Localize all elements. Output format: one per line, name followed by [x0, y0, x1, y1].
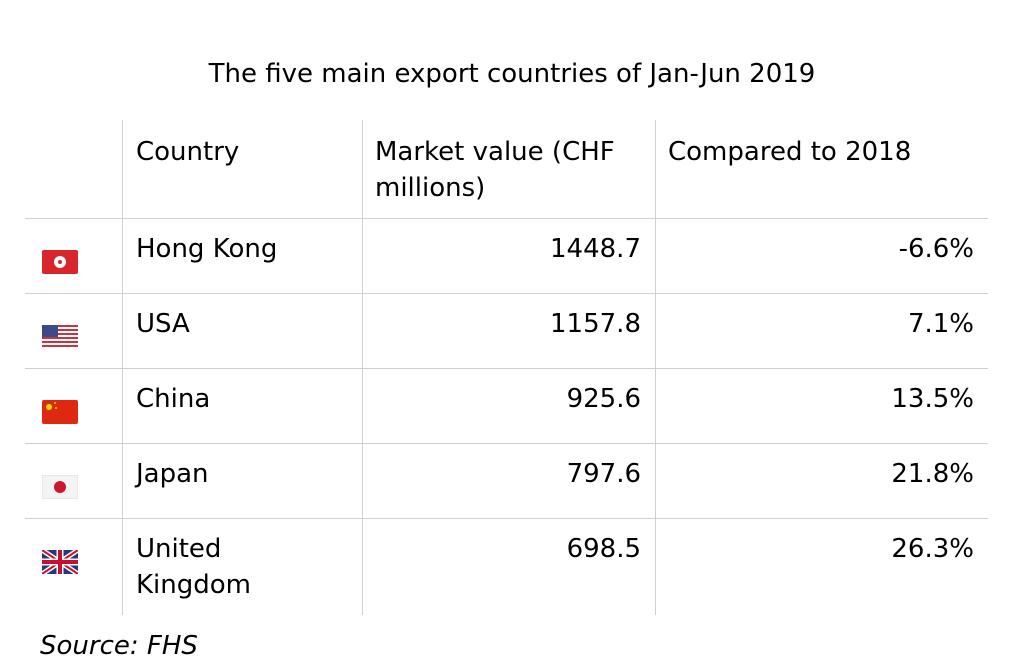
- flag-usa: [42, 325, 78, 349]
- column-divider: [362, 120, 363, 615]
- table-cell: 698.5: [566, 534, 641, 564]
- table-cell: 797.6: [566, 459, 641, 489]
- header-cell: Country: [136, 137, 240, 167]
- table-cell: United Kingdom: [136, 534, 251, 600]
- row-divider: [25, 443, 988, 444]
- column-divider: [655, 120, 656, 615]
- flag-japan: [42, 475, 78, 499]
- table-cell: -6.6%: [898, 234, 974, 264]
- row-divider: [25, 368, 988, 369]
- row-divider: [25, 293, 988, 294]
- header-cell: Market value (CHF millions): [375, 137, 615, 203]
- table-cell: 7.1%: [907, 309, 974, 339]
- flag-hong-kong: [42, 250, 78, 274]
- flag-china: [42, 400, 78, 424]
- table-cell: USA: [136, 309, 190, 339]
- table-cell: 21.8%: [891, 459, 974, 489]
- title: The five main export countries of Jan-Ju…: [208, 59, 816, 89]
- table-cell: 1157.8: [550, 309, 641, 339]
- source-note: Source: FHS: [40, 631, 198, 661]
- table-cell: 925.6: [566, 384, 641, 414]
- header-cell: Compared to 2018: [668, 137, 912, 167]
- table-cell: 13.5%: [891, 384, 974, 414]
- table-cell: China: [136, 384, 211, 414]
- table-cell: Hong Kong: [136, 234, 278, 264]
- row-divider: [25, 218, 988, 219]
- flag-uk: [42, 550, 78, 574]
- table-cell: 26.3%: [891, 534, 974, 564]
- table-cell: Japan: [136, 459, 209, 489]
- column-divider: [122, 120, 123, 615]
- table-cell: 1448.7: [550, 234, 641, 264]
- row-divider: [25, 518, 988, 519]
